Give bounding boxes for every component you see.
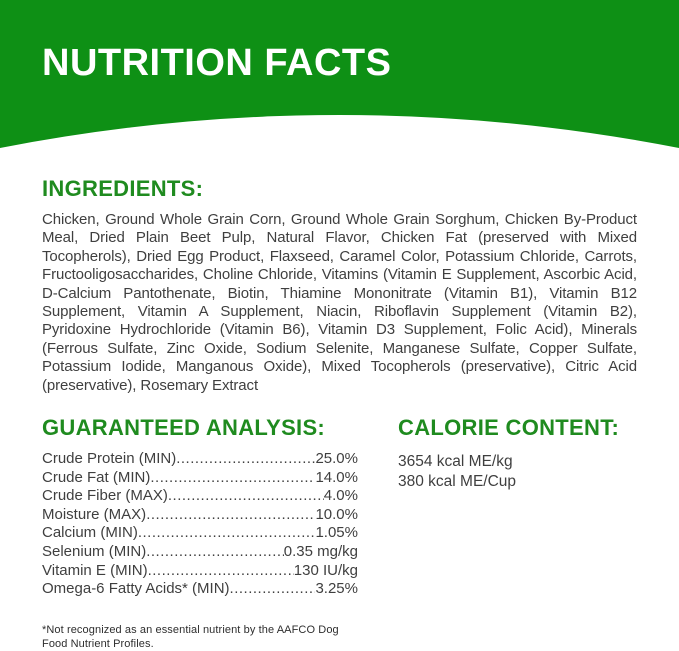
ingredients-heading: INGREDIENTS: [42,176,204,201]
calorie-kcal-per-kg: 3654 kcal ME/kg [398,453,513,471]
calorie-content-section: CALORIE CONTENT: 3654 kcal ME/kg 380 kca… [398,415,637,491]
header-banner: NUTRITION FACTS [0,0,679,150]
dot-leader [150,469,315,488]
analysis-row: Vitamin E (MIN) 130 IU/kg [42,562,358,581]
analysis-row-value: 10.0% [315,505,358,523]
dot-leader [146,506,315,525]
analysis-row-label: Omega-6 Fatty Acids* (MIN) [42,580,230,598]
analysis-row-value: 1.05% [315,524,358,542]
calorie-content-heading: CALORIE CONTENT: [398,415,620,441]
calorie-kcal-per-cup: 380 kcal ME/Cup [398,472,517,490]
analysis-row-label: Calcium (MIN) [42,524,138,542]
dot-leader [230,580,316,599]
analysis-row: Omega-6 Fatty Acids* (MIN) 3.25% [42,580,358,599]
aafco-footnote: *Not recognized as an essential nutrient… [42,623,339,650]
dot-leader [176,450,315,469]
ingredients-section: INGREDIENTS: Chicken, Ground Whole Grain… [0,176,679,395]
analysis-row: Crude Fat (MIN) 14.0% [42,469,358,488]
dot-leader [138,524,316,543]
analysis-row: Crude Fiber (MAX) 4.0% [42,487,358,506]
dot-leader [148,562,294,581]
banner-curve-shape [0,115,679,150]
analysis-row-value: 4.0% [323,487,358,505]
dot-leader [146,543,284,562]
analysis-row-value: 3.25% [315,580,358,598]
analysis-row: Calcium (MIN) 1.05% [42,524,358,543]
analysis-row: Selenium (MIN) 0.35 mg/kg [42,543,358,562]
analysis-row-value: 14.0% [315,468,358,486]
guaranteed-analysis-section: GUARANTEED ANALYSIS: Crude Protein (MIN)… [42,415,358,651]
page-title: NUTRITION FACTS [42,42,392,84]
analysis-row-value: 25.0% [315,450,358,468]
analysis-row-label: Crude Fiber (MAX) [42,487,168,505]
guaranteed-analysis-heading: GUARANTEED ANALYSIS: [42,415,326,441]
analysis-row-label: Moisture (MAX) [42,505,147,523]
guaranteed-analysis-table: Crude Protein (MIN) 25.0% Crude Fat (MIN… [42,450,358,599]
analysis-row-label: Vitamin E (MIN) [42,561,148,579]
analysis-row-label: Crude Protein (MIN) [42,450,177,468]
analysis-row: Moisture (MAX) 10.0% [42,506,358,525]
analysis-row-value: 0.35 mg/kg [283,543,358,561]
ingredients-text: Chicken, Ground Whole Grain Corn, Ground… [42,211,637,394]
calorie-content-values: 3654 kcal ME/kg 380 kcal ME/Cup [398,452,637,491]
analysis-row: Crude Protein (MIN) 25.0% [42,450,358,469]
analysis-row-label: Crude Fat (MIN) [42,468,151,486]
analysis-row-value: 130 IU/kg [293,561,358,579]
dot-leader [168,487,324,506]
analysis-columns: GUARANTEED ANALYSIS: Crude Protein (MIN)… [0,415,679,651]
analysis-row-label: Selenium (MIN) [42,543,147,561]
